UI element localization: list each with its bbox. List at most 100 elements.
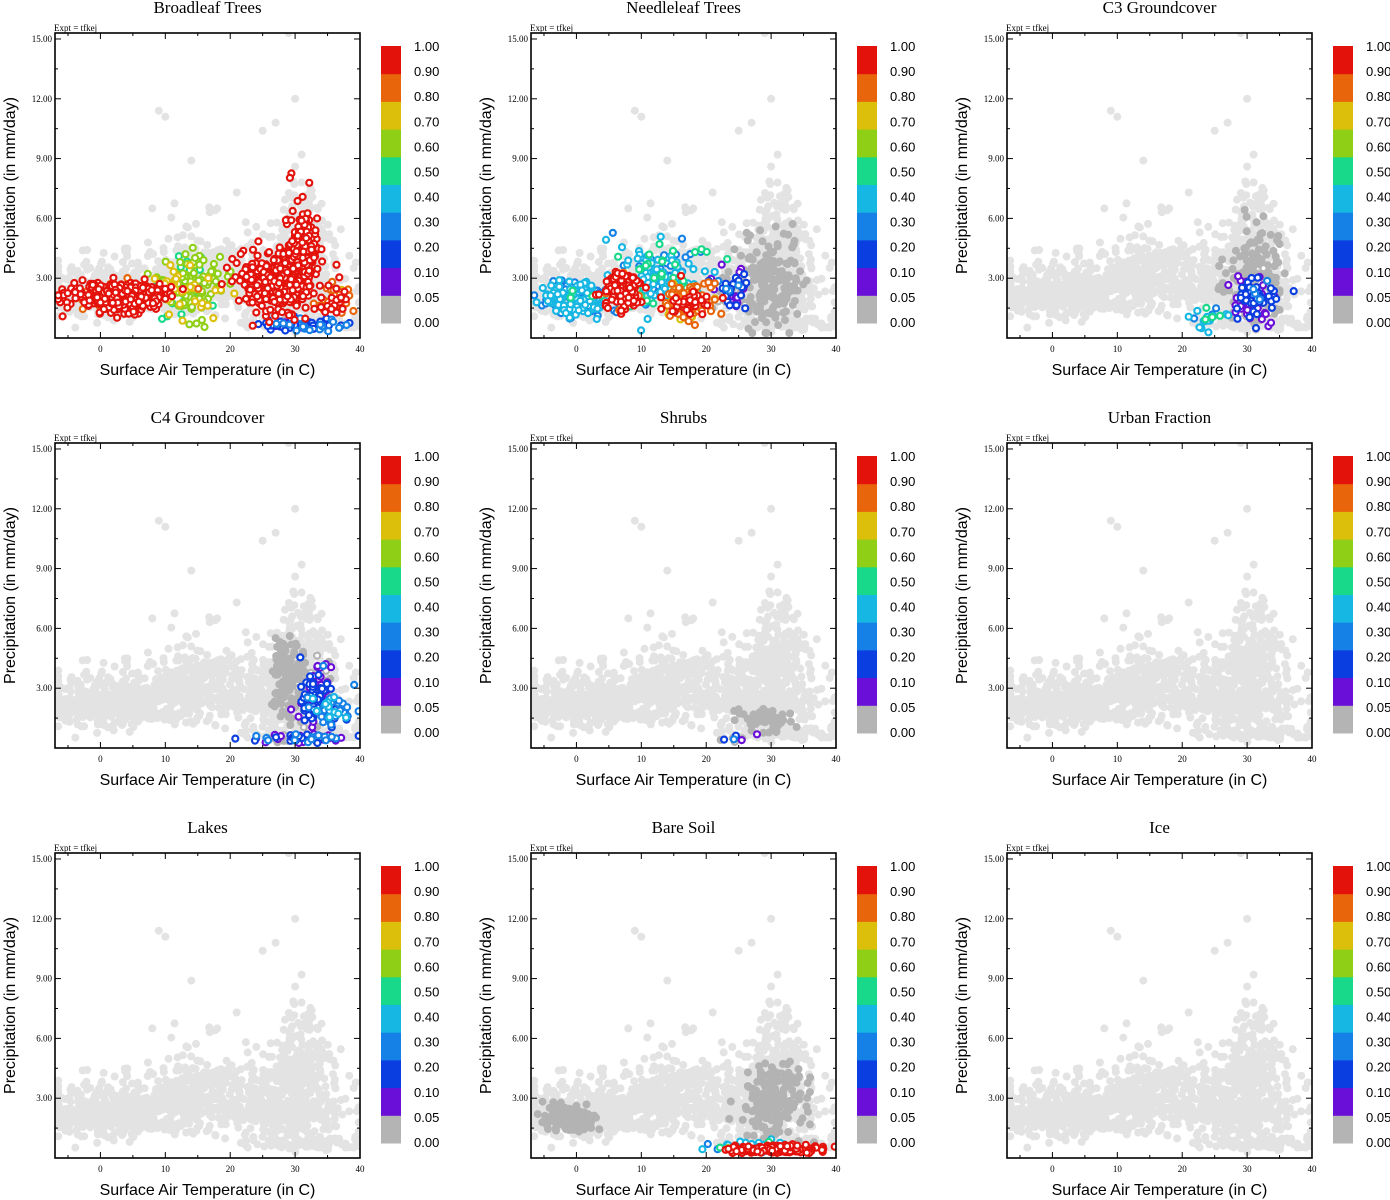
- background-point: [102, 268, 110, 277]
- colorbar-label: 0.00: [414, 315, 439, 330]
- background-point: [284, 33, 293, 37]
- data-point: [253, 251, 262, 260]
- data-point: [248, 245, 258, 254]
- data-point: [112, 313, 122, 322]
- data-point: [191, 297, 200, 306]
- background-point: [242, 316, 251, 325]
- background-point: [624, 204, 633, 213]
- data-point: [650, 273, 659, 282]
- data-point: [63, 289, 72, 298]
- data-point: [288, 237, 297, 246]
- background-point: [154, 257, 163, 266]
- data-point: [335, 273, 344, 282]
- data-point: [317, 245, 326, 254]
- background-point: [66, 265, 75, 274]
- data-point: [309, 289, 318, 298]
- background-point: [825, 263, 834, 272]
- expt-label: Expt = tfkej: [54, 23, 97, 33]
- data-point: [181, 250, 190, 259]
- data-point: [769, 292, 778, 301]
- background-point: [586, 252, 595, 261]
- data-point: [758, 314, 766, 322]
- data-point: [254, 237, 263, 246]
- data-point: [148, 299, 158, 308]
- data-point: [332, 284, 341, 293]
- data-point: [236, 249, 245, 259]
- colorbar-label: 0.90: [414, 64, 439, 79]
- background-point: [818, 321, 827, 330]
- background-point: [747, 118, 756, 127]
- x-tick-label: 20: [226, 344, 236, 354]
- data-point: [761, 329, 770, 337]
- background-point: [594, 267, 603, 276]
- data-point: [710, 295, 719, 304]
- background-point: [781, 197, 789, 205]
- data-point: [761, 283, 770, 292]
- background-point: [697, 258, 706, 267]
- data-point: [759, 259, 768, 268]
- background-point: [542, 265, 551, 274]
- data-point: [668, 246, 678, 255]
- data-point: [780, 298, 789, 307]
- data-point: [278, 308, 287, 317]
- data-point: [781, 316, 789, 325]
- data-point: [266, 305, 275, 314]
- data-point: [734, 281, 743, 290]
- background-point: [232, 188, 241, 197]
- data-point: [140, 275, 149, 284]
- data-point: [592, 314, 601, 324]
- background-point: [279, 205, 288, 214]
- colorbar-label: 0.10: [414, 265, 439, 280]
- background-point: [807, 241, 816, 250]
- data-point: [78, 276, 87, 285]
- data-point: [310, 304, 319, 313]
- data-point: [721, 284, 731, 293]
- data-point: [700, 267, 710, 276]
- data-point: [287, 216, 296, 225]
- colorbar-segment: [381, 212, 401, 241]
- background-point: [118, 267, 127, 276]
- data-point: [763, 251, 772, 260]
- background-point: [349, 263, 358, 272]
- data-point: [676, 271, 686, 280]
- data-point: [703, 301, 712, 310]
- panel-title: Needleleaf Trees: [626, 0, 741, 17]
- background-point: [83, 265, 92, 274]
- data-point: [324, 281, 333, 290]
- data-point: [633, 254, 642, 263]
- data-point: [177, 310, 186, 319]
- background-point: [707, 254, 716, 263]
- background-point: [178, 231, 187, 240]
- data-point: [284, 248, 293, 257]
- data-point: [768, 304, 777, 313]
- data-point: [751, 318, 759, 327]
- data-point: [656, 232, 665, 241]
- data-point: [232, 258, 241, 268]
- expt-label: Expt = tfkej: [530, 23, 573, 33]
- data-point: [313, 264, 322, 273]
- data-point: [315, 281, 324, 290]
- data-point: [583, 309, 593, 318]
- data-point: [758, 237, 767, 246]
- background-point: [241, 218, 250, 227]
- data-point: [576, 296, 585, 305]
- data-point: [204, 274, 213, 283]
- data-point: [774, 258, 783, 267]
- data-point: [313, 214, 322, 223]
- data-point: [791, 274, 800, 283]
- data-point: [793, 310, 802, 318]
- data-point: [748, 255, 757, 264]
- background-point: [558, 257, 567, 266]
- data-point: [657, 269, 666, 278]
- data-point: [643, 314, 652, 324]
- colorbar-segment: [381, 156, 401, 185]
- background-point: [703, 241, 712, 250]
- data-point: [155, 279, 164, 288]
- data-point: [781, 276, 790, 285]
- background-point: [729, 320, 738, 329]
- data-point: [773, 242, 782, 251]
- background-point: [748, 242, 757, 251]
- data-point: [561, 309, 571, 318]
- colorbar-segment: [381, 46, 401, 75]
- data-point: [310, 253, 319, 262]
